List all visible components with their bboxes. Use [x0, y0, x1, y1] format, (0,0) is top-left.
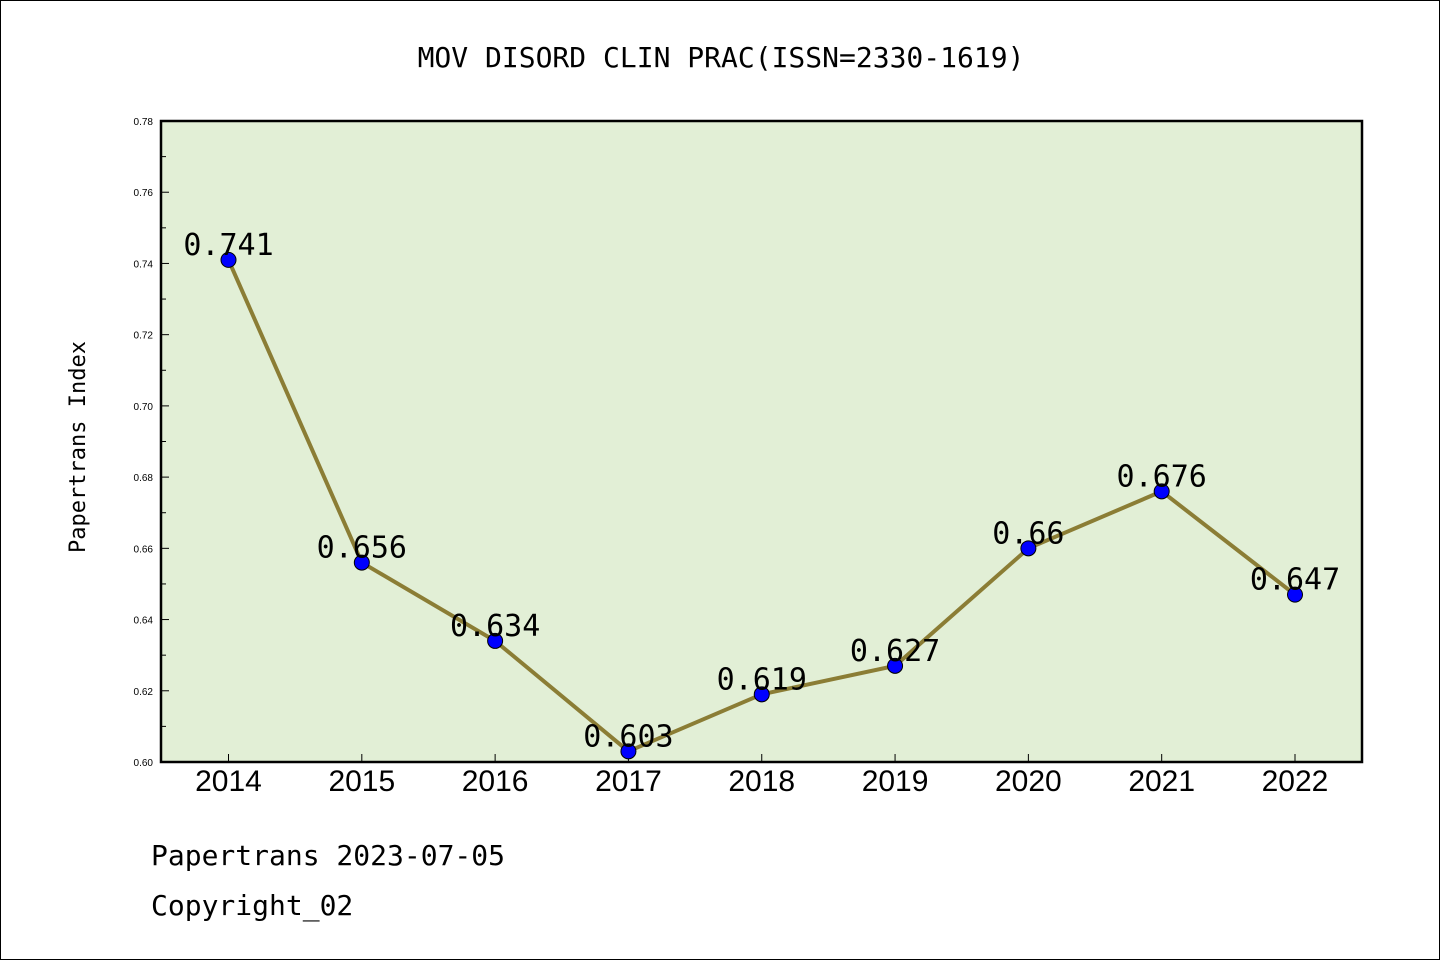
y-tick-label: 0.60	[134, 758, 154, 769]
x-tick-label: 2018	[728, 765, 795, 798]
y-tick-label: 0.74	[134, 259, 154, 270]
data-labels: 0.741 0.656 0.634 0.603 0.619 0.627 0.66 0.676 0…	[183, 228, 1340, 754]
plot-border	[159, 119, 1364, 764]
y-tick-label: 0.78	[134, 117, 154, 128]
data-point	[1287, 586, 1303, 603]
y-tick-label: 0.70	[134, 402, 154, 413]
data-point	[1020, 540, 1037, 557]
x-tick-label: 2020	[995, 765, 1062, 798]
x-tick-label: 2022	[1262, 765, 1329, 798]
x-tick-label: 2017	[595, 765, 662, 798]
data-label: 0.627	[850, 634, 940, 669]
x-tick-label: 2021	[1128, 765, 1195, 798]
x-tick-label: 2019	[862, 765, 929, 798]
data-label: 0.647	[1250, 563, 1340, 598]
data-point	[487, 632, 504, 649]
y-tick-label: 0.66	[134, 544, 154, 555]
y-tick-label: 0.76	[134, 188, 154, 199]
footer-date: Papertrans 2023-07-05	[151, 839, 505, 872]
x-tick-label: 2016	[462, 765, 529, 798]
y-axis-label: Papertrans Index	[66, 341, 91, 553]
data-series	[220, 251, 1303, 760]
x-tick-label: 2014	[195, 765, 262, 798]
y-tick-label: 0.72	[134, 331, 154, 342]
y-axis: 0.60 0.62 0.64 0.66 0.68 0.70 0.72 0.74 0.76 0.78	[134, 117, 169, 769]
data-point	[753, 686, 770, 703]
x-tick-label: 2015	[328, 765, 395, 798]
plot-area	[161, 121, 1362, 762]
y-tick-label: 0.64	[134, 616, 154, 627]
data-label: 0.619	[717, 662, 807, 697]
data-label: 0.656	[317, 531, 407, 566]
data-point	[620, 743, 637, 760]
y-tick-label: 0.68	[134, 473, 154, 484]
data-point	[220, 251, 237, 268]
data-label: 0.66	[992, 516, 1064, 551]
footer-copyright: Copyright_02	[151, 889, 353, 923]
x-axis: 2014 2015 2016 2017 2018 2019 2020 2021 2022	[195, 754, 1328, 798]
y-tick-label: 0.62	[134, 687, 154, 698]
data-label: 0.634	[450, 609, 540, 644]
data-point	[1153, 483, 1170, 500]
data-label: 0.741	[183, 228, 273, 263]
data-label: 0.603	[583, 719, 673, 754]
chart-title: MOV DISORD CLIN PRAC(ISSN=2330-1619)	[418, 41, 1025, 74]
data-point	[887, 657, 904, 674]
data-point	[353, 554, 370, 571]
data-label: 0.676	[1117, 459, 1207, 494]
